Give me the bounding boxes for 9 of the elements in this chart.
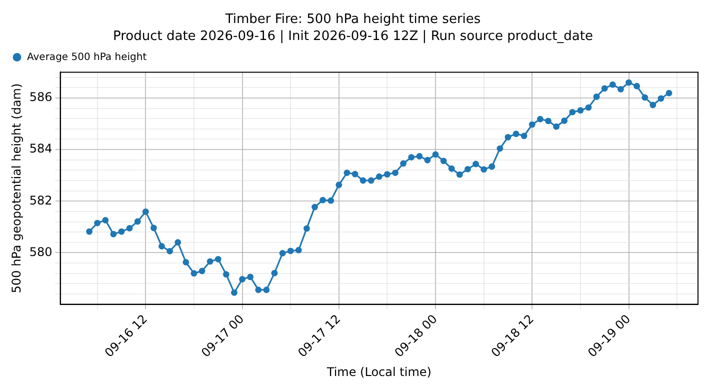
- x-axis-title: Time (Local time): [326, 364, 432, 379]
- chart-title: Timber Fire: 500 hPa height time series: [224, 12, 481, 28]
- legend-label: Average 500 hPa height: [27, 52, 147, 63]
- y-axis-title: 500 hPa geopotential height (dam): [9, 83, 24, 294]
- y-tick-label: 580: [29, 244, 52, 259]
- y-tick-label: 586: [29, 90, 52, 104]
- y-tick-label: 584: [29, 142, 52, 156]
- chart-subtitle: Product date 2026-09-16 | Init 2026-09-16 12Z | Run source product_date: [113, 28, 593, 44]
- y-tick-label: 582: [29, 193, 52, 208]
